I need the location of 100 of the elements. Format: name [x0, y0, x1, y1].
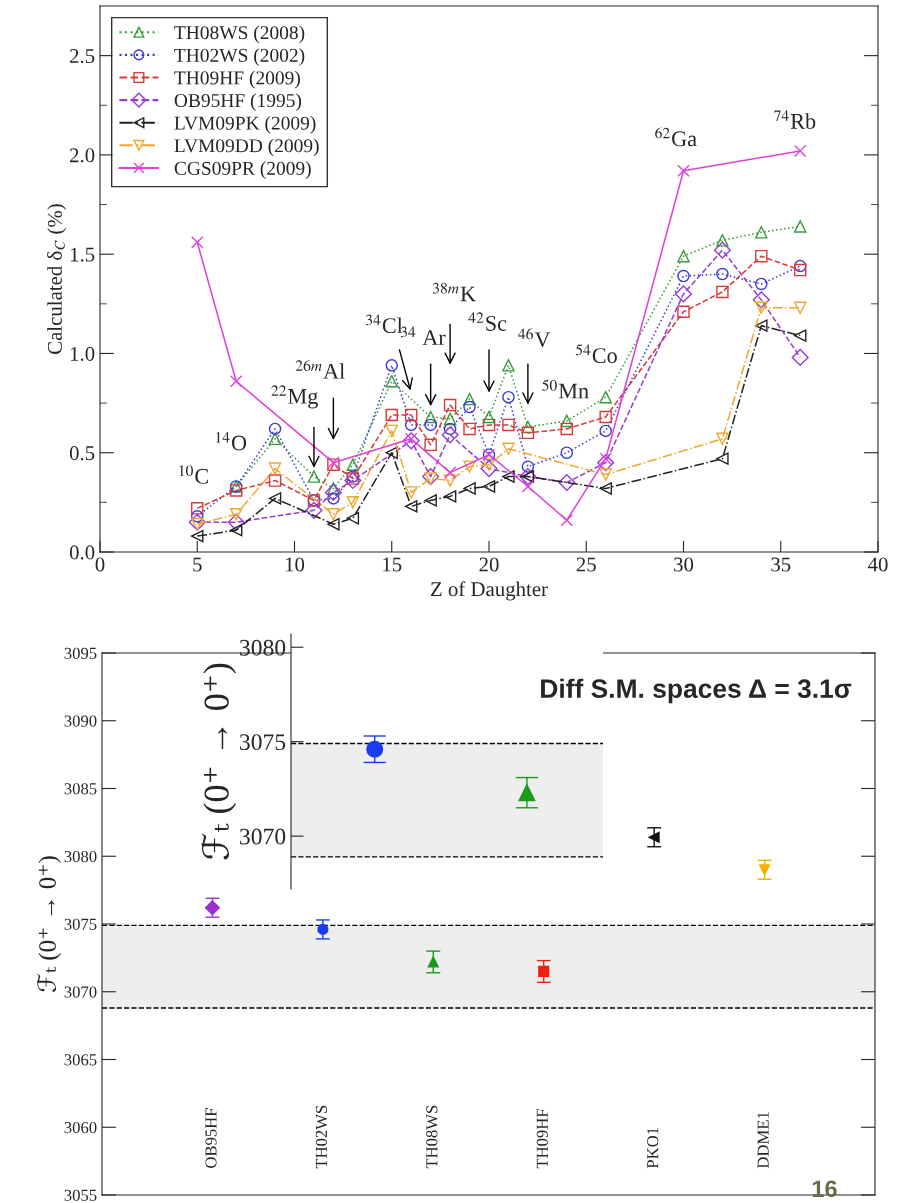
point [560, 513, 574, 527]
point [521, 426, 535, 440]
point [424, 438, 437, 452]
point [229, 508, 243, 521]
y-tick-label: 1.5 [70, 247, 95, 262]
point [227, 513, 245, 531]
annotation: $^{54}$Co [575, 344, 617, 364]
y-tick-label: 3065 [64, 1054, 97, 1066]
legend-label: LVM09PK (2009) [174, 116, 316, 134]
y-tick-label: 3080 [240, 639, 286, 656]
y-axis-title: ℱₜ (0⁺ → 0⁺) [36, 856, 62, 992]
y-tick-label: 3060 [64, 1121, 97, 1134]
point [482, 410, 496, 424]
point [521, 420, 535, 434]
y-axis-title: Calculated δ$_{C}$ (%) [47, 204, 67, 354]
point [424, 418, 437, 432]
y-tick-label: 3090 [64, 715, 97, 727]
x-tick-label: 0 [95, 557, 105, 572]
x-tick-label: 35 [771, 557, 791, 572]
point [560, 422, 574, 436]
annotation: $^{22}$Mg [271, 385, 318, 409]
x-tick-label: OB95HF [205, 1108, 217, 1168]
legend-label: LVM09DD (2009) [174, 138, 319, 157]
point [599, 482, 612, 495]
point [502, 442, 515, 456]
point [560, 414, 574, 428]
point [755, 319, 768, 332]
point [346, 496, 360, 509]
point [463, 400, 476, 414]
point [674, 285, 693, 303]
point [755, 249, 768, 263]
point [346, 511, 360, 525]
point [521, 480, 535, 493]
legend-label: TH02WS (2002) [174, 48, 305, 66]
point [317, 923, 329, 935]
y-tick-label: 2.0 [70, 148, 95, 163]
point [502, 390, 515, 404]
legend-label: OB95HF (1995) [174, 93, 302, 112]
point [346, 458, 360, 471]
point [759, 864, 771, 876]
point [268, 474, 282, 487]
point [716, 452, 729, 465]
point [755, 301, 768, 315]
point [443, 466, 457, 479]
point [190, 502, 204, 515]
point [424, 494, 437, 507]
point [502, 418, 515, 432]
point [755, 277, 768, 291]
point [404, 500, 418, 513]
point [427, 956, 439, 968]
point [463, 392, 476, 406]
legend-label: CGS09PR (2009) [174, 161, 311, 179]
point [482, 480, 496, 493]
point [716, 432, 729, 446]
x-tick-label: 15 [383, 557, 402, 572]
point [677, 305, 690, 319]
point [558, 473, 576, 492]
point [463, 482, 476, 495]
point [502, 359, 515, 372]
point [402, 432, 420, 450]
y-tick-label: 3075 [64, 918, 97, 930]
x-tick-label: 5 [193, 557, 202, 572]
point [404, 418, 418, 432]
point [404, 486, 418, 499]
x-tick-label: 40 [867, 557, 888, 572]
y-tick-label: 3095 [64, 647, 97, 659]
point [229, 484, 243, 497]
point [755, 226, 768, 239]
point [752, 291, 770, 309]
point [791, 348, 809, 366]
legend-label: TH08WS (2008) [174, 25, 305, 44]
point [597, 454, 615, 472]
point [793, 301, 807, 315]
point [713, 241, 731, 259]
point [677, 249, 690, 263]
point [385, 359, 399, 372]
annotation: $^{74}$Rb [773, 110, 816, 129]
y-tick-label: 3080 [64, 850, 97, 863]
y-tick-label: 0.0 [69, 545, 95, 560]
point [443, 398, 457, 412]
point [229, 523, 243, 537]
point [443, 422, 457, 436]
annotation: $^{42}$Sc [468, 312, 507, 331]
point [599, 424, 612, 438]
annotation: $^{38m}$K [432, 282, 476, 302]
point [793, 259, 807, 273]
point [793, 220, 807, 233]
annotation: $^{10}$C [179, 465, 208, 484]
point [716, 234, 729, 247]
point [793, 329, 807, 342]
point [268, 422, 282, 436]
annotation: $^{14}$O [216, 431, 247, 451]
y-tick-label: 1.0 [70, 346, 95, 361]
annotation: Diff S.M. spaces Δ = 3.1σ [541, 678, 852, 704]
x-tick-label: DDME1 [757, 1112, 769, 1169]
point [190, 236, 204, 249]
point [599, 468, 612, 481]
point [443, 490, 457, 503]
x-tick-label: 25 [576, 557, 596, 572]
point [422, 468, 440, 486]
